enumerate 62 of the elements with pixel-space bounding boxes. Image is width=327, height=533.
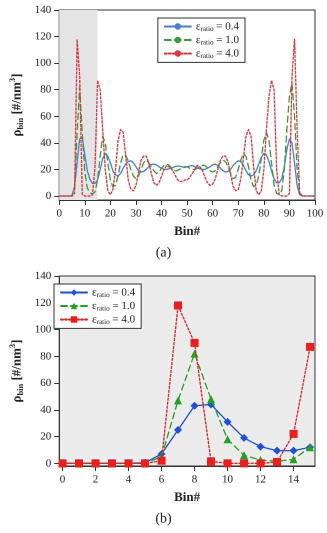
- point: [224, 418, 232, 426]
- x-tick-label: 10: [222, 474, 234, 486]
- x-tick-label: 0: [60, 474, 66, 486]
- y-tick-label: 100: [34, 324, 52, 336]
- x-tick-label: 12: [255, 474, 266, 486]
- x-tick-label: 8: [192, 474, 198, 486]
- point: [290, 430, 298, 438]
- y-tick-label: 100: [34, 57, 52, 70]
- point: [174, 426, 182, 434]
- x-tick-label: 14: [288, 474, 300, 486]
- x-tick-label: 90: [284, 208, 296, 220]
- y-tick-label: 40: [40, 136, 52, 149]
- point: [290, 455, 298, 464]
- x-tick-label: 60: [207, 208, 219, 220]
- x-tick-label: 4: [126, 474, 132, 486]
- x-tick-label: 100: [306, 208, 324, 220]
- x-tick-label: 80: [258, 208, 270, 220]
- point: [256, 442, 265, 451]
- y-tick-label: 120: [34, 30, 52, 43]
- x-tick-label: 0: [56, 208, 62, 220]
- point: [240, 434, 248, 442]
- y-tick-label: 60: [40, 110, 52, 122]
- y-tick-label: 140: [34, 4, 52, 16]
- y-tick-label: 80: [40, 350, 52, 362]
- x-tick-label: 2: [92, 474, 98, 486]
- y-axis-title: ρbin [#/nm3]: [7, 74, 25, 136]
- point: [224, 435, 232, 444]
- point: [207, 395, 216, 404]
- y-tick-label: 60: [40, 377, 52, 390]
- x-axis-title: Bin#: [174, 489, 201, 504]
- point: [190, 402, 199, 410]
- x-axis-title: Bin#: [174, 223, 201, 238]
- point: [306, 342, 314, 351]
- point: [290, 446, 298, 455]
- x-tick-label: 50: [182, 208, 194, 220]
- x-tick-label: 30: [130, 208, 142, 220]
- y-tick-label: 140: [34, 270, 52, 282]
- x-tick-label: 70: [232, 208, 244, 220]
- point: [207, 457, 216, 466]
- y-tick-label: 0: [46, 190, 52, 202]
- point: [240, 451, 248, 460]
- y-tick-label: 40: [40, 404, 52, 416]
- y-tick-label: 120: [34, 296, 52, 309]
- point: [158, 456, 166, 465]
- x-tick-label: 40: [156, 208, 168, 220]
- y-tick-label: 80: [40, 84, 52, 96]
- point: [273, 446, 282, 455]
- point: [224, 459, 232, 468]
- point: [256, 459, 265, 468]
- point: [174, 301, 182, 310]
- text: (b): [155, 512, 172, 526]
- point: [240, 459, 248, 468]
- text: (a): [156, 246, 172, 260]
- y-tick-label: 0: [46, 457, 52, 470]
- x-tick-label: 10: [79, 208, 91, 220]
- y-axis-title: ρbin [#/nm3]: [7, 340, 25, 402]
- x-tick-label: 20: [104, 208, 116, 220]
- x-tick-label: 6: [158, 474, 165, 486]
- point: [190, 338, 199, 347]
- point: [174, 396, 182, 404]
- y-tick-label: 20: [40, 430, 52, 443]
- y-tick-label: 20: [40, 163, 52, 176]
